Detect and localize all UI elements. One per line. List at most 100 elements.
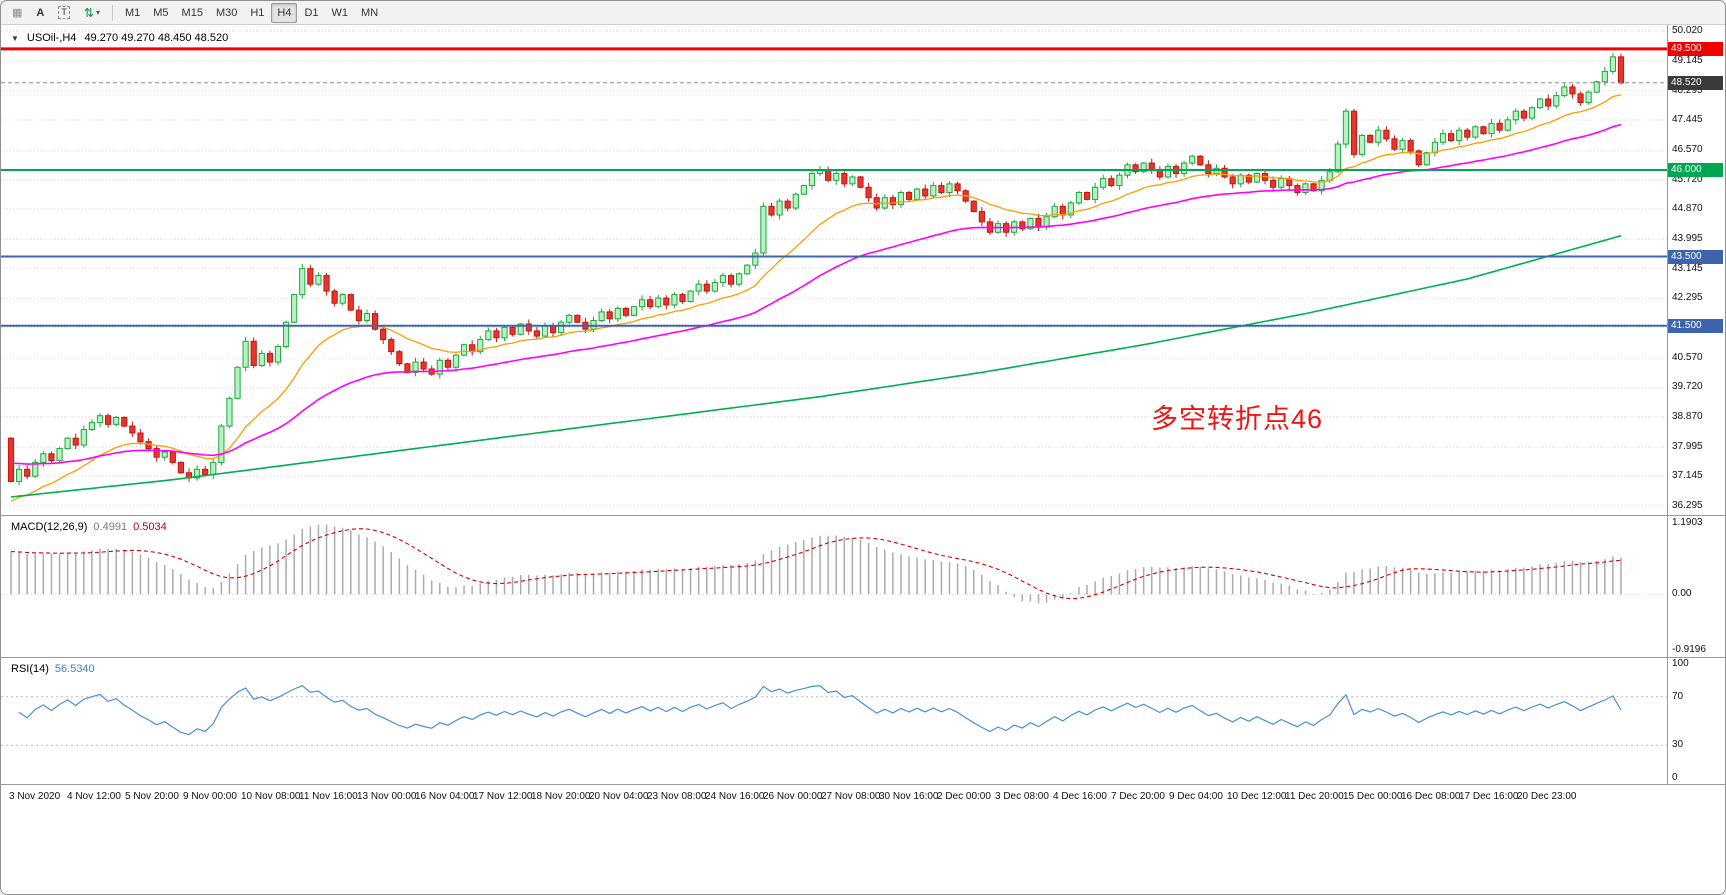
time-label: 15 Dec 00:00 (1343, 791, 1403, 802)
time-label: 20 Nov 04:00 (589, 791, 649, 802)
toolbar: ▦ A T ⇅ ▾ M1 M5 M15 M30 H1 H4 D1 W1 MN (1, 1, 1725, 25)
last-price-tag: 48.520 (1668, 75, 1723, 90)
timeframe-button-h4[interactable]: H4 (271, 2, 298, 23)
timeframe-button-d1[interactable]: D1 (304, 6, 319, 19)
arrows-dropdown-button[interactable]: ⇅ ▾ (78, 3, 106, 23)
time-label: 16 Nov 04:00 (415, 791, 475, 802)
rsi-tick-label: 0 (1672, 772, 1678, 783)
macd-canvas[interactable] (1, 516, 1667, 657)
timeframe-button-m1[interactable]: M1 (124, 6, 141, 19)
rsi-value: 56.5340 (54, 663, 95, 675)
time-label: 18 Nov 20:00 (531, 791, 591, 802)
price-tick-label: 37.145 (1672, 470, 1703, 482)
price-tick-label: 49.145 (1672, 55, 1703, 67)
time-label: 23 Nov 08:00 (647, 791, 707, 802)
time-axis[interactable]: 3 Nov 2020 4 Nov 12:00 5 Nov 20:00 9 Nov 00… (1, 784, 1725, 809)
text-tool-icon: T (58, 6, 70, 19)
chart-title: ▼ USOil-,H4 49.270 49.270 48.450 48.520 (11, 32, 228, 44)
time-label: 7 Dec 20:00 (1111, 791, 1165, 802)
macd-value-signal: 0.5034 (133, 521, 167, 533)
timeframe-button-w1[interactable]: W1 (331, 6, 349, 19)
rsi-label: RSI(14) 56.5340 (11, 663, 95, 675)
chart-symbol-period: USOil-,H4 (26, 32, 77, 44)
macd-scale[interactable]: 1.1903 0.00 -0.9196 (1667, 516, 1725, 657)
time-label: 3 Nov 2020 (9, 791, 61, 802)
rsi-tick-label: 30 (1672, 739, 1684, 751)
time-label: 17 Dec 16:00 (1459, 791, 1519, 802)
macd-panel: MACD(12,26,9) 0.4991 0.5034 1.1903 0.00 -0… (1, 516, 1725, 657)
macd-value-main: 0.4991 (93, 521, 128, 533)
time-label: 4 Nov 12:00 (67, 791, 121, 802)
main-chart-panel: ▼ USOil-,H4 49.270 49.270 48.450 48.520 … (1, 25, 1725, 515)
time-label: 4 Dec 16:00 (1053, 791, 1107, 802)
price-tick-label: 42.295 (1672, 292, 1703, 304)
macd-label: MACD(12,26,9) 0.4991 0.5034 (11, 521, 167, 533)
toolbar-tools-group: ▦ A T ⇅ ▾ (6, 3, 106, 23)
chart-annotation-text: 多空转折点46 (1151, 404, 1324, 434)
price-tick-label: 48.295 (1672, 84, 1703, 96)
rsi-title: RSI(14) (11, 663, 49, 675)
timeframe-button-m5[interactable]: M5 (153, 6, 169, 19)
time-label: 13 Nov 00:00 (357, 791, 417, 802)
time-label: 26 Nov 00:00 (763, 791, 823, 802)
bottom-filler (1, 809, 1725, 894)
rsi-panel: RSI(14) 56.5340 100 70 30 0 (1, 658, 1725, 784)
time-label: 3 Dec 08:00 (995, 791, 1049, 802)
time-label: 10 Dec 12:00 (1227, 791, 1287, 802)
timeframe-button-h1[interactable]: H1 (250, 6, 265, 19)
price-tick-label: 39.720 (1672, 381, 1703, 393)
toolbar-grip[interactable]: ▦ (12, 7, 23, 19)
price-tick-label: 46.570 (1672, 144, 1703, 156)
price-scale[interactable]: 50.020 49.145 48.295 47.445 46.570 45.720 44.8… (1667, 25, 1725, 515)
time-label: 17 Nov 12:00 (473, 791, 533, 802)
panel-divider[interactable] (1, 657, 1725, 658)
collapse-icon[interactable]: ▼ (11, 33, 19, 43)
chart-ohlc-values: 49.270 49.270 48.450 48.520 (84, 32, 229, 44)
time-label: 24 Nov 16:00 (705, 791, 765, 802)
price-tag-43.500: 43.500 (1668, 249, 1723, 264)
arrows-icon: ⇅ (83, 5, 94, 20)
price-tick-label: 37.995 (1672, 441, 1703, 452)
time-label: 2 Dec 00:00 (937, 791, 991, 802)
time-label: 5 Nov 20:00 (125, 791, 179, 802)
price-tick-label: 45.720 (1672, 173, 1703, 185)
text-tool-button[interactable]: T (52, 3, 76, 23)
time-label: 16 Dec 08:00 (1401, 791, 1461, 802)
time-label: 27 Nov 08:00 (821, 791, 881, 802)
rsi-scale[interactable]: 100 70 30 0 (1667, 658, 1725, 784)
toolbar-separator (111, 4, 113, 21)
price-tag-49.500: 49.500 (1668, 41, 1723, 56)
macd-tick-label: 1.1903 (1672, 516, 1703, 528)
price-tick-label: 38.870 (1672, 410, 1703, 422)
time-label: 10 Nov 08:00 (241, 791, 301, 802)
macd-tick-label: 0.00 (1672, 588, 1692, 600)
rsi-canvas[interactable] (1, 658, 1667, 784)
macd-title: MACD(12,26,9) (11, 521, 88, 533)
price-tag-46.000: 46.000 (1668, 162, 1723, 177)
timeframe-button-mn[interactable]: MN (361, 6, 379, 19)
price-tick-label: 43.145 (1672, 262, 1703, 274)
time-label: 9 Dec 04:00 (1169, 791, 1223, 802)
price-tick-label: 47.445 (1672, 113, 1703, 125)
price-tick-label: 43.995 (1672, 233, 1703, 245)
price-tick-label: 44.870 (1672, 203, 1703, 215)
time-label: 11 Nov 16:00 (299, 791, 358, 802)
panel-divider[interactable] (1, 515, 1725, 516)
time-label: 30 Nov 16:00 (879, 791, 939, 802)
time-label: 20 Dec 23:00 (1517, 791, 1577, 802)
text-label-button[interactable]: A (36, 6, 45, 19)
timeframe-buttons-group: M1 M5 M15 M30 H1 H4 D1 W1 MN (119, 2, 384, 23)
macd-tick-label: -0.9196 (1672, 643, 1706, 655)
timeframe-button-m15[interactable]: M15 (181, 6, 203, 19)
timeframe-button-m30[interactable]: M30 (215, 6, 238, 19)
time-label: 9 Nov 00:00 (183, 791, 237, 802)
price-tick-label: 50.020 (1672, 25, 1703, 36)
time-label: 11 Dec 20:00 (1285, 791, 1344, 802)
chevron-down-icon: ▾ (95, 8, 100, 17)
main-chart-canvas[interactable] (1, 25, 1667, 515)
price-tick-label: 36.295 (1672, 499, 1703, 511)
rsi-tick-label: 70 (1672, 690, 1684, 702)
price-tag-41.500: 41.500 (1668, 318, 1723, 333)
price-tick-label: 40.570 (1672, 351, 1703, 363)
